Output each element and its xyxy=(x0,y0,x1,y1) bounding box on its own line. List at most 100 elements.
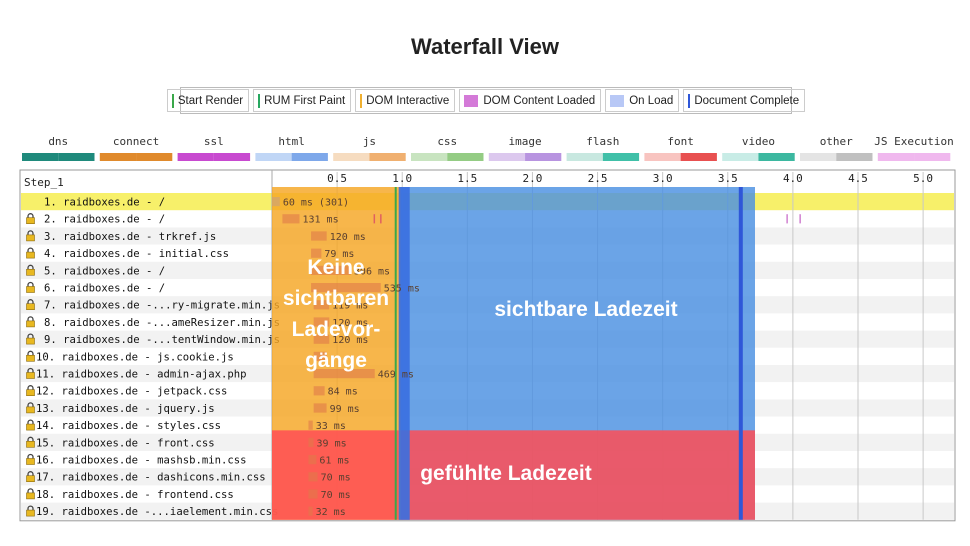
request-bar xyxy=(313,403,327,413)
lock-icon-shackle xyxy=(27,505,34,511)
lock-icon xyxy=(26,299,35,311)
lock-icon-body xyxy=(26,440,35,448)
type-key-swatch-dark xyxy=(136,153,173,161)
row-label: 10. raidboxes.de - js.cookie.js xyxy=(36,351,234,363)
request-bar xyxy=(313,351,327,361)
legend-label: DOM Interactive xyxy=(366,94,450,107)
annotation-perceived-load-time: gefühlte Ladezeit xyxy=(420,462,592,485)
request-bar xyxy=(272,197,280,207)
type-key-label: flash xyxy=(586,135,619,148)
request-bar xyxy=(308,455,317,465)
lock-icon-body xyxy=(26,337,35,345)
row-label: 18. raidboxes.de - frontend.css xyxy=(36,489,234,501)
legend-color-marker xyxy=(610,94,625,107)
lock-icon-shackle xyxy=(27,471,34,476)
lock-icon xyxy=(26,333,35,345)
lock-icon xyxy=(26,350,35,362)
chart-title: Waterfall View xyxy=(411,34,559,59)
region-perceived-load-time xyxy=(272,430,755,520)
request-timing-label: 469 ms xyxy=(378,370,414,381)
js-execution-tick xyxy=(799,214,801,224)
x-tick-label: 5.0 xyxy=(913,172,933,185)
lock-icon-shackle xyxy=(27,213,34,218)
legend-item: RUM First Paint xyxy=(253,89,352,112)
request-timing-label: 99 ms xyxy=(330,404,360,415)
request-timing-label: 33 ms xyxy=(316,421,346,432)
type-key-label: font xyxy=(667,135,694,148)
lock-icon xyxy=(26,505,35,517)
type-key-swatch-light xyxy=(644,153,681,161)
legend-label: On Load xyxy=(629,94,674,107)
type-key-label: JS Execution xyxy=(874,135,953,148)
type-key-swatch-light xyxy=(877,153,915,161)
row-label: 2. raidboxes.de - / xyxy=(44,214,165,226)
type-key-label: ssl xyxy=(204,135,224,148)
legend-item: On Load xyxy=(605,89,680,112)
lock-icon-shackle xyxy=(27,385,34,390)
type-key-swatch-dark xyxy=(680,153,717,161)
row-label: 19. raidboxes.de -...iaelement.min.css xyxy=(36,506,278,518)
lock-icon-shackle xyxy=(27,299,34,304)
lock-icon xyxy=(26,230,35,242)
request-bar xyxy=(313,334,330,344)
lock-icon xyxy=(26,419,35,431)
lock-icon-shackle xyxy=(27,264,34,270)
lock-icon-body xyxy=(26,406,35,414)
request-bar xyxy=(308,437,314,447)
lock-icon-body xyxy=(26,492,35,500)
type-key-label: js xyxy=(363,135,376,148)
lock-icon-shackle xyxy=(27,350,34,356)
request-bar xyxy=(311,231,327,241)
type-key-swatch-light xyxy=(333,153,370,161)
lock-icon-body xyxy=(26,268,35,276)
request-timing-label: 120 ms xyxy=(330,232,366,243)
x-tick-label: 4.0 xyxy=(783,172,803,185)
row-label: 11. raidboxes.de - admin-ajax.php xyxy=(36,369,246,381)
lock-icon xyxy=(26,385,35,397)
row-label: 12. raidboxes.de - jetpack.css xyxy=(36,386,227,398)
type-key-swatch-dark xyxy=(602,153,640,161)
legend-label: RUM First Paint xyxy=(264,94,346,107)
request-timing-label: 84 ms xyxy=(328,387,358,398)
lock-icon-shackle xyxy=(27,436,34,442)
lock-icon-body xyxy=(26,286,35,293)
timing-legend: Start Render RUM First Paint DOM Interacti… xyxy=(166,87,806,114)
request-timing-label: 120 ms xyxy=(332,318,368,329)
legend-color-marker xyxy=(360,93,363,108)
x-tick-label: 4.5 xyxy=(848,172,868,185)
type-key-swatch-dark xyxy=(213,153,251,161)
type-key-swatch-light xyxy=(22,153,59,161)
type-key-swatch-dark xyxy=(58,153,95,161)
x-tick-label: 0.5 xyxy=(327,172,347,185)
request-bar xyxy=(308,489,318,499)
lock-icon xyxy=(26,264,35,276)
lock-icon-body xyxy=(26,303,35,311)
row-label: 9. raidboxes.de -...tentWindow.min.js xyxy=(44,334,280,346)
x-tick-label: 3.0 xyxy=(653,172,673,185)
request-timing-label: 39 ms xyxy=(317,438,347,449)
lock-icon-shackle xyxy=(27,488,34,493)
legend-item: DOM Content Loaded xyxy=(459,89,602,112)
lock-icon-body xyxy=(26,251,35,259)
legend-label: Document Complete xyxy=(694,94,800,107)
lock-icon-shackle xyxy=(27,402,34,407)
on-load-band xyxy=(398,187,410,520)
type-key-label: connect xyxy=(113,135,159,148)
row-label: 3. raidboxes.de - trkref.js xyxy=(44,231,216,243)
row-label: 13. raidboxes.de - jquery.js xyxy=(36,403,215,415)
request-bar xyxy=(311,248,322,258)
lock-icon-shackle xyxy=(27,230,34,235)
request-bar xyxy=(313,317,330,327)
type-key-swatch-light xyxy=(566,153,603,161)
request-bar xyxy=(313,369,375,379)
annotation-line: Keine xyxy=(307,256,365,279)
x-tick-label: 3.5 xyxy=(718,172,738,185)
x-tick-label: 2.0 xyxy=(523,172,543,185)
lock-icon-body xyxy=(26,234,35,242)
type-key-swatch-dark xyxy=(758,153,795,161)
type-key-swatch-dark xyxy=(369,153,406,161)
legend-item: Document Complete xyxy=(683,89,806,112)
row-label: 5. raidboxes.de - / xyxy=(44,265,165,277)
request-bar xyxy=(282,214,300,224)
lock-icon-shackle xyxy=(27,333,34,339)
